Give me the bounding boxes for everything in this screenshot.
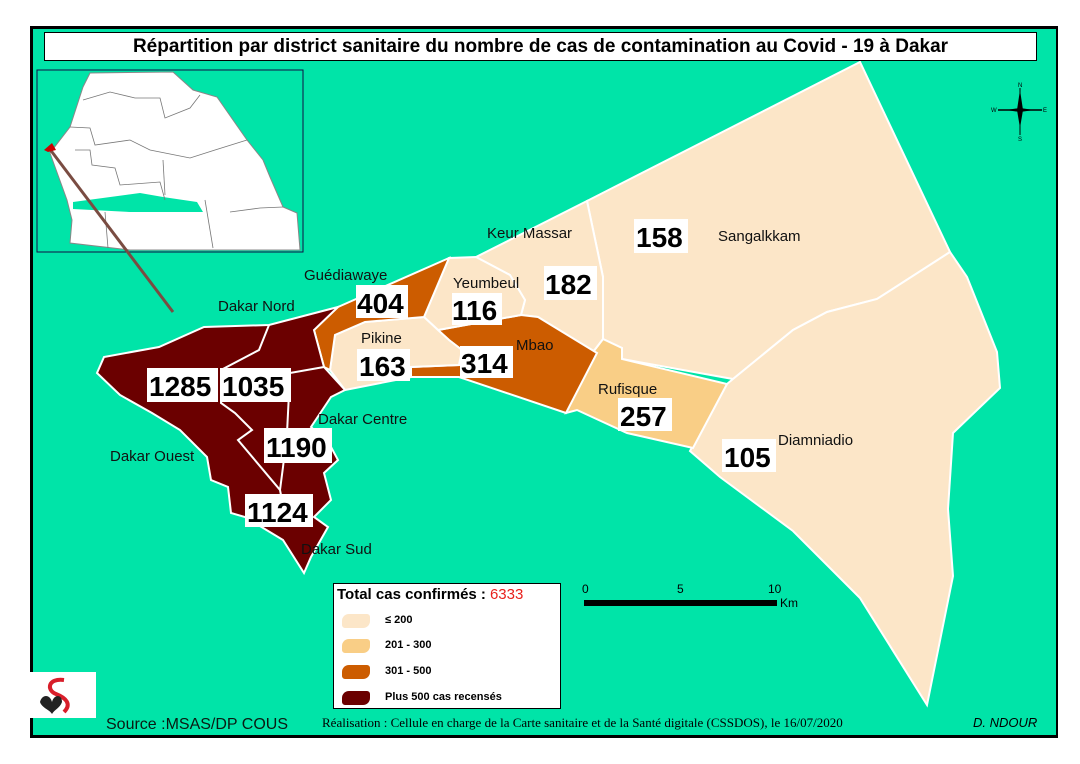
legend-item-le-200: ≤ 200 <box>342 612 557 632</box>
label-dakar-sud: Dakar Sud <box>301 541 372 558</box>
value-guediawaye: 404 <box>357 288 404 319</box>
source-text: Source :MSAS/DP COUS <box>106 716 288 733</box>
label-dakar-ouest: Dakar Ouest <box>110 448 195 465</box>
legend: Total cas confirmés :6333 ≤ 200 201 - 30… <box>333 583 561 709</box>
label-pikine: Pikine <box>361 330 402 347</box>
compass-e: E <box>1043 108 1047 114</box>
legend-total: Total cas confirmés :6333 <box>337 586 523 603</box>
legend-item-gt-500: Plus 500 cas recensés <box>342 689 557 709</box>
scale-unit: Km <box>780 596 798 610</box>
inset-region-borders <box>69 91 284 249</box>
north-arrow-icon: N S E W <box>991 83 1047 143</box>
compass-s: S <box>1018 137 1022 143</box>
legend-swatch <box>342 614 370 628</box>
locator-line <box>47 147 175 313</box>
legend-total-label: Total cas confirmés : <box>337 586 486 603</box>
legend-label: 201 - 300 <box>385 639 432 651</box>
district-labels: Dakar Ouest 1285 Dakar Nord 1035 Dakar C… <box>110 219 853 558</box>
msas-logo <box>30 672 96 718</box>
legend-total-value: 6333 <box>489 586 524 603</box>
label-keur-massar: Keur Massar <box>487 225 572 242</box>
legend-swatch <box>342 639 370 653</box>
value-rufisque: 257 <box>620 401 667 432</box>
value-mbao: 314 <box>461 348 508 379</box>
value-dakar-ouest: 1285 <box>149 371 211 402</box>
label-sangalkkam: Sangalkkam <box>718 228 801 245</box>
label-guediawaye: Guédiawaye <box>304 267 387 284</box>
dakar-locator-marker <box>44 143 56 152</box>
legend-item-301-500: 301 - 500 <box>342 663 557 683</box>
label-mbao: Mbao <box>516 337 554 354</box>
label-dakar-nord: Dakar Nord <box>218 298 295 315</box>
legend-label: 301 - 500 <box>385 665 432 677</box>
author-text: D. NDOUR <box>973 715 1038 730</box>
label-rufisque: Rufisque <box>598 381 657 398</box>
value-diamniadio: 105 <box>724 442 771 473</box>
value-yeumbeul: 116 <box>452 295 497 326</box>
legend-swatch <box>342 665 370 679</box>
value-dakar-sud: 1124 <box>247 497 308 528</box>
label-diamniadio: Diamniadio <box>778 432 853 449</box>
value-keur-massar: 182 <box>545 269 592 300</box>
legend-swatch <box>342 691 370 705</box>
inset-map <box>36 69 304 313</box>
value-dakar-centre: 1190 <box>266 432 327 463</box>
scale-tick-10: 10 <box>768 582 782 596</box>
map-title: Répartition par district sanitaire du no… <box>44 32 1037 61</box>
legend-label: ≤ 200 <box>385 614 413 626</box>
credit-text: Réalisation : Cellule en charge de la Ca… <box>322 715 843 730</box>
gambia-river <box>73 193 203 212</box>
district-diamniadio[interactable] <box>688 250 1002 708</box>
compass-w: W <box>991 108 997 114</box>
compass-n: N <box>1018 83 1022 89</box>
value-sangalkkam: 158 <box>636 222 683 253</box>
legend-item-201-300: 201 - 300 <box>342 637 557 657</box>
label-yeumbeul: Yeumbeul <box>453 275 519 292</box>
scale-bar-line <box>584 600 777 606</box>
label-dakar-centre: Dakar Centre <box>318 411 407 428</box>
scale-tick-0: 0 <box>582 582 589 596</box>
value-pikine: 163 <box>359 351 406 382</box>
logo-icon <box>40 677 70 714</box>
legend-label: Plus 500 cas recensés <box>385 691 502 703</box>
scale-bar: 0 5 10 Km <box>582 582 798 612</box>
value-dakar-nord: 1035 <box>222 371 284 402</box>
scale-tick-5: 5 <box>677 582 684 596</box>
